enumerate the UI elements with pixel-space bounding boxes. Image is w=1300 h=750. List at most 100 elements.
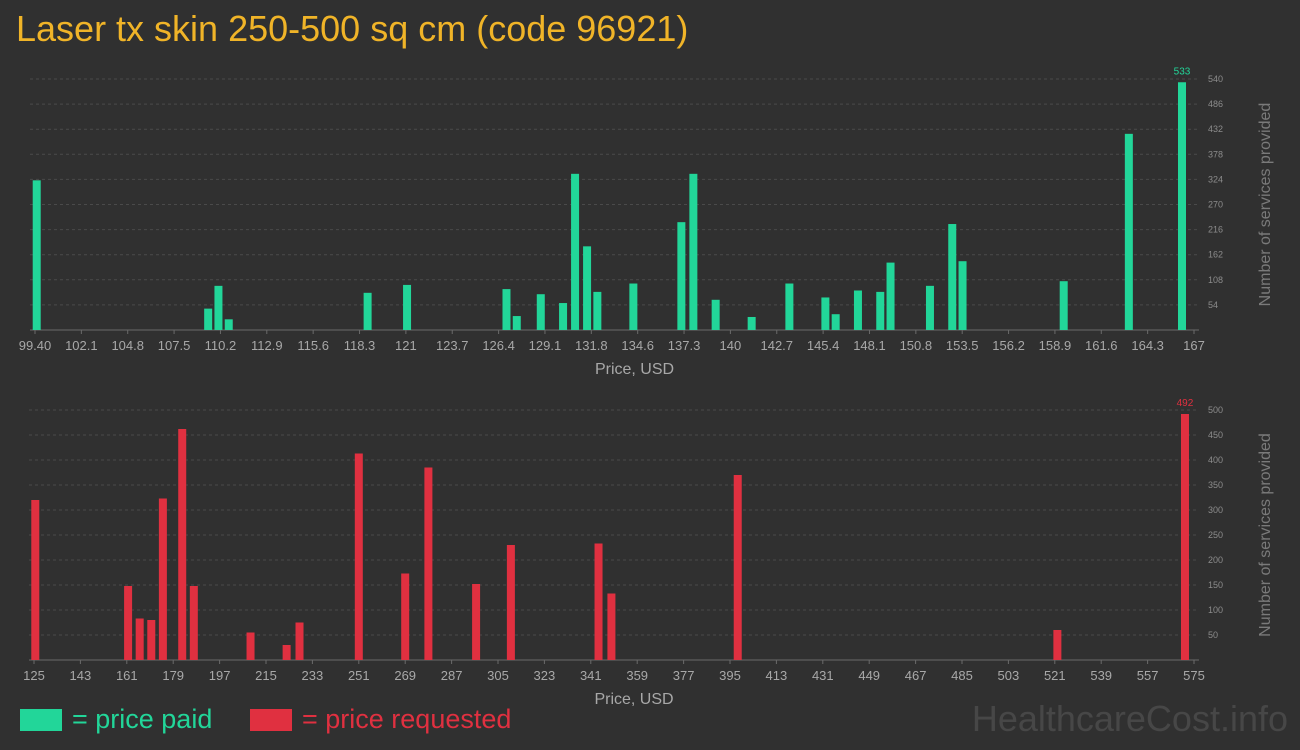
bar xyxy=(711,299,720,330)
bar xyxy=(403,284,412,330)
y-tick-label: 54 xyxy=(1208,300,1218,310)
x-tick-label: 341 xyxy=(580,668,602,683)
bar xyxy=(747,316,756,330)
legend-requested: = price requested xyxy=(250,704,511,735)
x-tick-label: 377 xyxy=(673,668,695,683)
bar xyxy=(1180,414,1189,660)
page-title: Laser tx skin 250-500 sq cm (code 96921) xyxy=(16,8,689,49)
x-tick-label: 485 xyxy=(951,668,973,683)
x-tick-label: 102.1 xyxy=(65,338,98,353)
y-tick-label: 486 xyxy=(1208,99,1223,109)
bar xyxy=(224,319,233,330)
x-tick-label: 112.9 xyxy=(251,338,283,353)
x-tick-label: 197 xyxy=(209,668,231,683)
bar xyxy=(295,622,304,660)
bar xyxy=(147,620,156,660)
x-tick-label: 143 xyxy=(70,668,92,683)
x-tick-label: 148.1 xyxy=(853,338,886,353)
bar xyxy=(594,543,603,660)
x-tick-label: 126.4 xyxy=(482,338,515,353)
y-axis-label: Number of services provided xyxy=(1257,103,1274,307)
x-tick-label: 431 xyxy=(812,668,834,683)
bar xyxy=(689,173,698,330)
x-tick-label: 137.3 xyxy=(668,338,701,353)
y-tick-label: 450 xyxy=(1208,430,1223,440)
x-tick-label: 142.7 xyxy=(760,338,793,353)
x-tick-label: 557 xyxy=(1137,668,1159,683)
y-axis-label: Number of services provided xyxy=(1257,433,1274,637)
bar xyxy=(629,283,638,330)
y-tick-label: 378 xyxy=(1208,149,1223,159)
x-tick-label: 99.40 xyxy=(19,338,52,353)
bar xyxy=(354,453,363,660)
bar xyxy=(424,467,433,660)
y-tick-label: 50 xyxy=(1208,630,1218,640)
x-tick-label: 269 xyxy=(394,668,416,683)
x-tick-label: 145.4 xyxy=(807,338,840,353)
watermark: HealthcareCost.info xyxy=(971,698,1288,739)
x-tick-label: 233 xyxy=(302,668,324,683)
bar xyxy=(821,297,830,330)
requested-price-chart: 50 100 150 200 250 300 350 400 450 500 125 143 161 17… xyxy=(23,398,1274,708)
bar xyxy=(32,180,41,330)
bar xyxy=(1177,82,1186,330)
bar xyxy=(785,283,794,330)
bar xyxy=(853,290,862,330)
bar xyxy=(571,173,580,330)
max-value-label: 492 xyxy=(1177,398,1194,409)
bar xyxy=(214,285,223,330)
bar xyxy=(401,573,410,660)
bar xyxy=(502,289,511,330)
bar xyxy=(124,586,133,660)
y-tick-label: 216 xyxy=(1208,225,1223,235)
bar xyxy=(733,475,742,660)
x-tick-label: 449 xyxy=(858,668,880,683)
bar xyxy=(583,246,592,330)
x-tick-label: 156.2 xyxy=(992,338,1025,353)
x-tick-label: 164.3 xyxy=(1131,338,1164,353)
legend-requested-swatch xyxy=(250,708,292,731)
bar xyxy=(204,308,213,330)
y-tick-label: 250 xyxy=(1208,530,1223,540)
x-tick-label: 539 xyxy=(1090,668,1112,683)
x-tick-label: 251 xyxy=(348,668,370,683)
y-tick-label: 324 xyxy=(1208,174,1223,184)
x-tick-label: 395 xyxy=(719,668,741,683)
x-tick-label: 575 xyxy=(1183,668,1205,683)
legend-paid-label: = price paid xyxy=(72,704,213,734)
y-tick-label: 300 xyxy=(1208,505,1223,515)
x-tick-label: 161 xyxy=(116,668,138,683)
y-tick-label: 108 xyxy=(1208,275,1223,285)
x-tick-label: 129.1 xyxy=(529,338,562,353)
y-tick-label: 500 xyxy=(1208,405,1223,415)
x-tick-label: 503 xyxy=(998,668,1020,683)
x-tick-label: 131.8 xyxy=(575,338,608,353)
bar xyxy=(1053,630,1062,660)
x-tick-label: 104.8 xyxy=(111,338,144,353)
y-tick-label: 150 xyxy=(1208,580,1223,590)
bar xyxy=(948,224,957,330)
bar xyxy=(178,429,187,660)
bar xyxy=(607,593,616,660)
bar xyxy=(506,545,515,660)
x-tick-label: 323 xyxy=(534,668,556,683)
x-tick-label: 107.5 xyxy=(158,338,191,353)
x-tick-label: 121 xyxy=(395,338,417,353)
bar xyxy=(958,261,967,330)
x-tick-label: 215 xyxy=(255,668,277,683)
bar xyxy=(158,498,167,660)
x-tick-label: 167 xyxy=(1183,338,1205,353)
x-axis-label: Price, USD xyxy=(595,361,674,378)
y-tick-label: 200 xyxy=(1208,555,1223,565)
bar xyxy=(876,291,885,330)
x-tick-label: 123.7 xyxy=(436,338,469,353)
x-tick-label: 150.8 xyxy=(900,338,933,353)
x-tick-label: 305 xyxy=(487,668,509,683)
bar xyxy=(559,303,568,330)
bar xyxy=(1059,281,1068,330)
bar xyxy=(925,285,934,330)
x-tick-label: 115.6 xyxy=(297,338,329,353)
x-tick-label: 467 xyxy=(905,668,927,683)
bar xyxy=(1124,133,1133,330)
x-tick-label: 153.5 xyxy=(946,338,979,353)
